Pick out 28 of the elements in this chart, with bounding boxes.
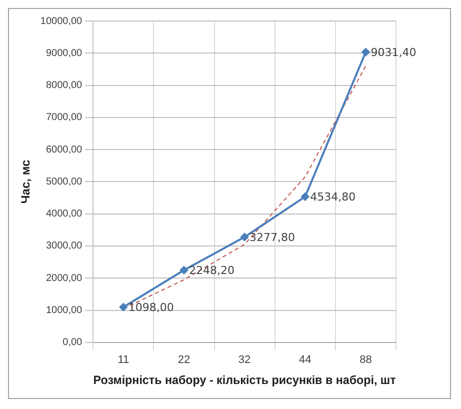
data-label: 9031,40 bbox=[370, 46, 416, 59]
y-tick-label: 7000,00 bbox=[46, 112, 83, 124]
y-axis-title: Час, мс bbox=[18, 159, 33, 204]
x-tick-label: 11 bbox=[118, 354, 130, 366]
y-tick-label: 2000,00 bbox=[46, 272, 83, 284]
data-label: 1098,00 bbox=[128, 300, 174, 314]
point bbox=[180, 266, 188, 274]
y-tick-label: 10000,00 bbox=[40, 16, 83, 27]
y-tick-label: 1000,00 bbox=[46, 305, 83, 316]
y-tick-label: 0,00 bbox=[62, 337, 83, 348]
y-tick-label: 6000,00 bbox=[46, 144, 83, 156]
data-label: 2248,20 bbox=[188, 264, 234, 277]
x-tick-label: 32 bbox=[238, 354, 251, 366]
point bbox=[362, 48, 370, 56]
y-tick-label: 8000,00 bbox=[46, 80, 83, 92]
x-tick-label: 22 bbox=[178, 354, 190, 366]
x-tick-label: 44 bbox=[299, 354, 312, 366]
point bbox=[119, 303, 128, 312]
data-label: 4534,80 bbox=[310, 190, 356, 204]
data-label: 3277,80 bbox=[250, 230, 296, 244]
y-tick-label: 4000,00 bbox=[46, 208, 83, 220]
y-tick-label: 5000,00 bbox=[46, 176, 83, 188]
x-axis-title: Розмірність набору - кількість рисунків в наборі, шт bbox=[93, 372, 396, 388]
x-tick-label: 88 bbox=[360, 354, 372, 366]
y-tick-label: 3000,00 bbox=[46, 240, 83, 252]
point bbox=[301, 192, 310, 201]
y-tick-label: 9000,00 bbox=[46, 48, 83, 59]
point bbox=[240, 233, 249, 242]
